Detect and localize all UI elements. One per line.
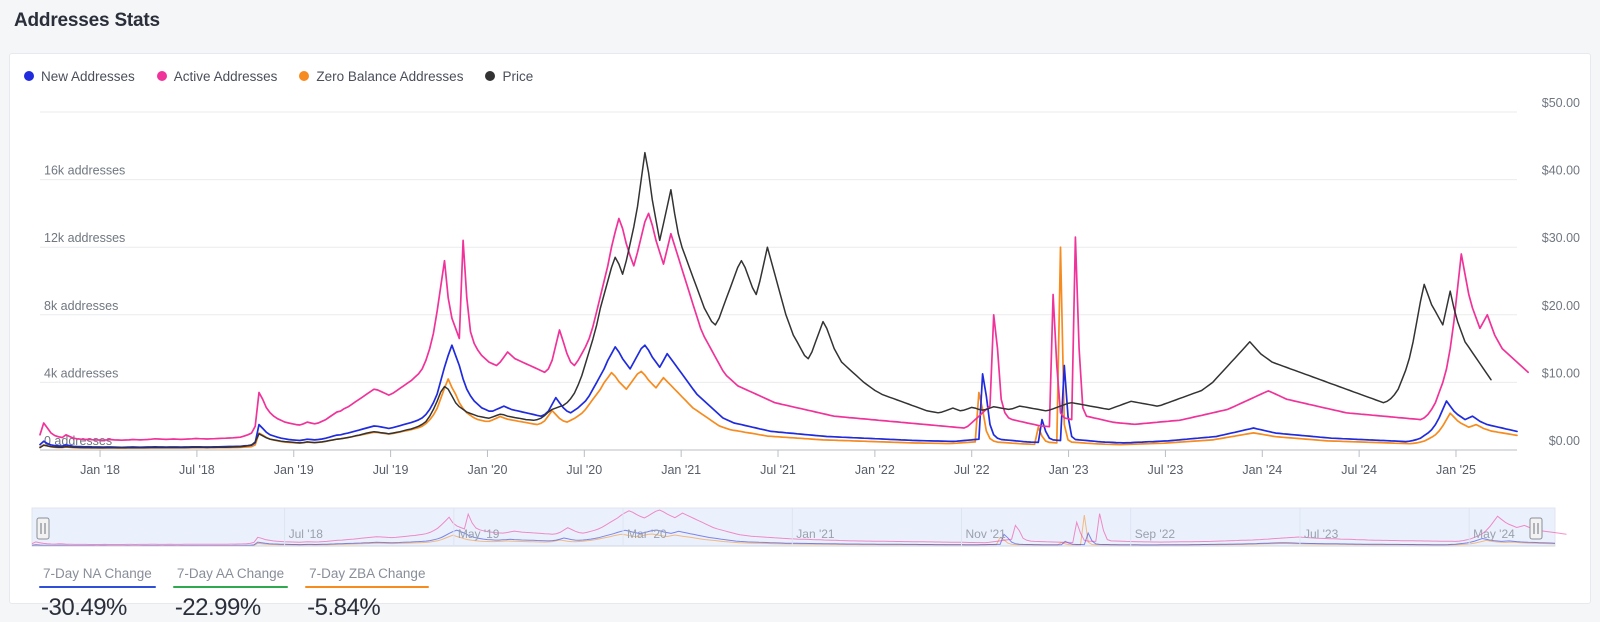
- navigator-series-new-addresses: [31, 529, 1556, 547]
- x-axis-tick-label: Jan '23: [1049, 463, 1089, 477]
- stat-card-rule: [39, 586, 156, 588]
- navigator-tick-label: Jul '18: [289, 527, 324, 541]
- navigator-left-handle[interactable]: [36, 517, 50, 540]
- x-axis-tick-label: Jan '25: [1436, 463, 1476, 477]
- navigator-tick-label: Sep '22: [1135, 527, 1176, 541]
- x-axis-tick-label: Jan '18: [80, 463, 120, 477]
- legend-marker-icon: [156, 71, 167, 81]
- x-axis-tick-label: Jul '18: [179, 463, 215, 477]
- x-axis-tick-label: Jul '19: [373, 463, 409, 477]
- legend-label: Zero Balance Addresses: [316, 68, 464, 84]
- x-axis-tick-label: Jan '22: [855, 463, 895, 477]
- navigator-tick-label: May '19: [458, 527, 500, 541]
- y-axis-left-tick-label: 12k addresses: [44, 231, 125, 245]
- stat-card-label: 7-Day AA Change: [176, 566, 285, 581]
- stat-card-rule: [305, 586, 430, 588]
- y-axis-right-tick-label: $50.00: [1542, 98, 1580, 110]
- page-title: Addresses Stats: [14, 10, 160, 31]
- stat-card-value: -22.99%: [174, 594, 261, 621]
- y-axis-right-tick-label: $0.00: [1549, 434, 1580, 448]
- stat-cards: 7-Day NA Change -30.49% 7-Day AA Change -22…: [39, 566, 446, 622]
- main-chart[interactable]: $0.00 $10.00 $20.00 $30.00 $40.00 $50.00 0 add…: [10, 98, 1592, 498]
- chart-card: New Addresses Active Addresses Zero Balanc…: [9, 53, 1592, 621]
- series-line-price: [39, 151, 1492, 449]
- navigator-tick-label: May '24: [1473, 527, 1515, 541]
- y-axis-left-tick-label: 8k addresses: [44, 299, 118, 313]
- y-axis-left-tick-label: 4k addresses: [44, 366, 118, 380]
- legend-marker-icon: [299, 71, 310, 81]
- chart-navigator[interactable]: Jul '18 May '19 Mar '20 Jan '21 Nov '21 Sep '…: [10, 502, 1592, 558]
- stat-card-rule: [172, 586, 289, 588]
- y-axis-right-tick-label: $30.00: [1542, 231, 1580, 245]
- y-axis-right-tick-label: $20.00: [1542, 299, 1580, 313]
- x-axis-tick-label: Jul '22: [954, 463, 990, 477]
- x-axis-tick-label: Jul '24: [1341, 463, 1377, 477]
- x-axis-tick-label: Jul '20: [566, 463, 602, 477]
- x-axis-tick-label: Jan '20: [467, 463, 507, 477]
- legend-marker-icon: [485, 71, 496, 81]
- y-axis-right-tick-label: $10.00: [1542, 366, 1580, 380]
- navigator-tick-label: Nov '21: [966, 527, 1007, 541]
- navigator-tick-label: Jan '21: [796, 527, 835, 541]
- y-axis-left-tick-label: 16k addresses: [44, 164, 125, 178]
- legend-item-new-addresses[interactable]: New Addresses: [24, 69, 135, 84]
- stat-card-label: 7-Day NA Change: [43, 566, 152, 581]
- series-line-zero-balance-addresses: [39, 246, 1518, 449]
- legend-label: New Addresses: [41, 68, 135, 84]
- x-axis-tick-label: Jan '21: [661, 463, 701, 477]
- legend-item-price[interactable]: Price: [485, 69, 533, 84]
- stat-card-label: 7-Day ZBA Change: [309, 566, 426, 581]
- navigator-right-handle[interactable]: [1529, 517, 1543, 540]
- navigator-series-active-addresses: [31, 509, 1567, 546]
- legend-label: Active Addresses: [173, 68, 278, 84]
- legend-item-zero-balance-addresses[interactable]: Zero Balance Addresses: [299, 69, 463, 84]
- chart-legend: New Addresses Active Addresses Zero Balanc…: [24, 64, 555, 88]
- x-axis-tick-label: Jul '21: [760, 463, 796, 477]
- x-axis-tick-label: Jan '24: [1242, 463, 1282, 477]
- series-line-active-addresses: [39, 212, 1529, 442]
- legend-label: Price: [502, 68, 534, 84]
- x-axis-tick-label: Jul '23: [1148, 463, 1184, 477]
- navigator-tick-label: Jul '23: [1304, 527, 1339, 541]
- navigator-tick-label: Mar '20: [627, 527, 667, 541]
- y-axis-right-tick-label: $40.00: [1542, 164, 1580, 178]
- legend-marker-icon: [24, 71, 34, 81]
- stat-card-value: -5.84%: [307, 594, 381, 621]
- series-line-new-addresses: [39, 344, 1518, 449]
- x-axis-tick-label: Jan '19: [274, 463, 314, 477]
- legend-item-active-addresses[interactable]: Active Addresses: [156, 68, 278, 84]
- stat-card-value: -30.49%: [41, 594, 127, 621]
